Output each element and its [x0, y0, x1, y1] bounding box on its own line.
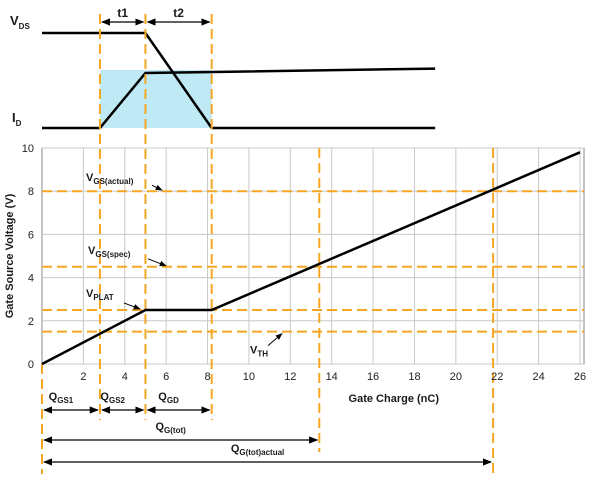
switching-waveform-panel: VDS ID t1 t2: [10, 6, 436, 130]
x-tick-label: 20: [450, 371, 462, 383]
voltage-line-labels: VGS(actual) VGS(spec) VPLAT VTH: [86, 172, 283, 359]
qgs1-label: QGS1: [49, 391, 74, 405]
y-tick-label: 6: [28, 229, 34, 241]
id-waveform-line: [42, 67, 436, 130]
qgtot-label: QG(tot): [155, 421, 186, 435]
vds-waveform-line: [42, 31, 436, 130]
y-tick-label: 10: [22, 143, 34, 155]
x-tick-labels: 2 4 6 8 10 12 14 16 18 20 22 24 26: [80, 371, 586, 383]
vplat-label: VPLAT: [86, 288, 114, 302]
y-axis-title: Gate Source Voltage (V): [4, 193, 16, 318]
x-tick-label: 12: [284, 371, 296, 383]
x-axis-title: Gate Charge (nC): [349, 393, 440, 405]
vgs_actual-pointer: [151, 184, 163, 191]
qgs2-label: QGS2: [100, 391, 125, 405]
qgtotactual-label: QG(tot)actual: [231, 443, 284, 457]
id-label: ID: [12, 110, 22, 128]
x-tick-label: 14: [326, 371, 338, 383]
x-tick-label: 2: [80, 371, 86, 383]
vgs_spec-pointer: [147, 258, 167, 267]
vgs_actual-label: VGS(actual): [86, 172, 134, 186]
x-tick-label: 24: [532, 371, 544, 383]
x-tick-label: 22: [491, 371, 503, 383]
vds-label: VDS: [10, 13, 30, 31]
x-tick-label: 4: [122, 371, 128, 383]
switching-transition-shade: [99, 70, 212, 128]
x-tick-label: 8: [204, 371, 210, 383]
x-tick-label: 10: [243, 371, 255, 383]
y-tick-label: 2: [28, 316, 34, 328]
x-tick-label: 6: [163, 371, 169, 383]
qgd-label: QGD: [158, 391, 179, 405]
vth-pointer: [267, 333, 283, 346]
y-tick-label: 0: [28, 359, 34, 371]
charge-reference-lines: [41, 14, 495, 474]
t2-label: t2: [173, 6, 184, 20]
charge-interval-annotations: QGS1 QGS2 QGD QG(tot) QG(tot)actual: [43, 391, 493, 466]
vgs-curve: [41, 151, 581, 366]
y-tick-label: 4: [28, 273, 34, 285]
x-tick-label: 16: [367, 371, 379, 383]
y-tick-labels: 0 2 4 6 8 10: [22, 143, 34, 371]
y-tick-label: 8: [28, 186, 34, 198]
vplat-pointer: [123, 302, 141, 310]
vth-label: VTH: [250, 345, 268, 359]
x-tick-label: 26: [574, 371, 586, 383]
x-tick-label: 18: [408, 371, 420, 383]
t1-label: t1: [117, 6, 128, 20]
vgs_spec-label: VGS(spec): [88, 245, 131, 259]
